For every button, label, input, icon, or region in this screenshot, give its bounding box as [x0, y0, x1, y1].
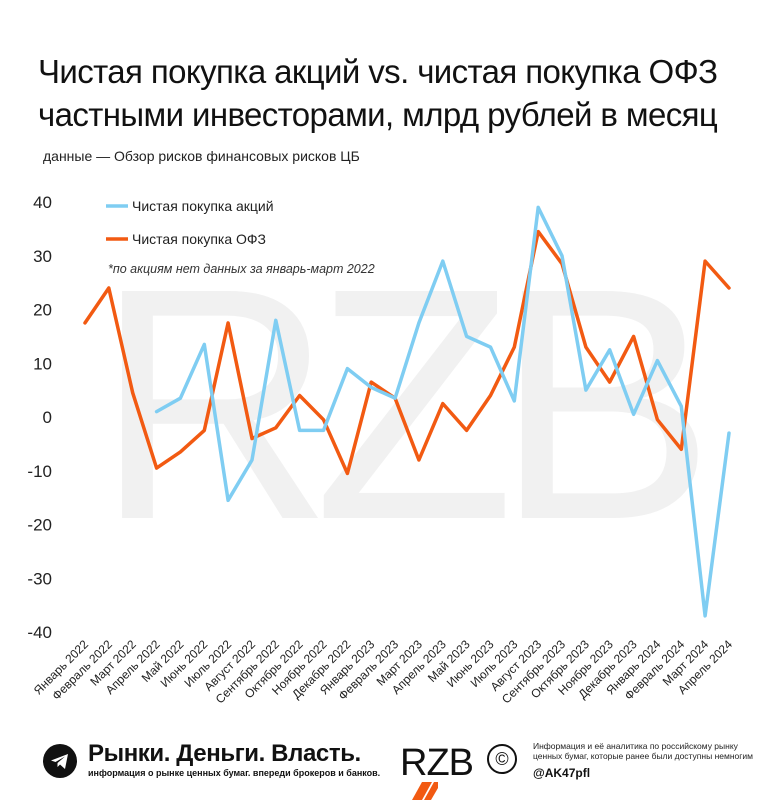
telegram-handle[interactable]: @AK47pfl [533, 766, 591, 780]
chart-annotation: *по акциям нет данных за январь-март 202… [108, 262, 375, 276]
title-line-2: частными инвесторами, млрд рублей в меся… [38, 96, 718, 133]
y-tick-label: -20 [27, 516, 52, 535]
line-chart: RZB 40 30 20 10 0 -10 -20 -30 -40 Январь 2022Фев… [27, 193, 735, 706]
chart-title: Чистая покупка акций vs. чистая покупка … [38, 50, 758, 136]
legend-label: Чистая покупка акций [132, 198, 274, 214]
footer-info: Информация и её аналитика по российскому… [533, 741, 753, 761]
series-line [83, 229, 731, 476]
series-line [154, 205, 731, 618]
telegram-icon[interactable] [43, 744, 77, 778]
legend-label: Чистая покупка ОФЗ [132, 231, 266, 247]
title-line-1: Чистая покупка акций vs. чистая покупка … [38, 53, 718, 90]
brand-name[interactable]: Рынки. Деньги. Власть. [88, 740, 361, 767]
y-tick-label: -40 [27, 623, 52, 642]
legend: Чистая покупка акций Чистая покупка ОФЗ *п… [106, 198, 375, 276]
rzb-logo: RZB [400, 742, 474, 784]
y-axis: 40 30 20 10 0 -10 -20 -30 -40 [27, 193, 52, 642]
y-tick-label: 10 [33, 354, 52, 373]
chart-subtitle: данные — Обзор рисков финансовых рисков … [43, 148, 360, 164]
y-tick-label: -30 [27, 569, 52, 588]
y-tick-label: -10 [27, 462, 52, 481]
rzb-logo-mark [412, 782, 438, 800]
series-layer [83, 205, 731, 618]
rzb-watermark: RZB [95, 219, 721, 588]
y-tick-label: 40 [33, 193, 52, 212]
y-tick-label: 30 [33, 247, 52, 266]
watermark-text: RZB [95, 219, 701, 588]
copyright-icon: © [487, 744, 517, 774]
brand-tagline: информация о рынке ценных бумаг. впереди… [88, 768, 381, 778]
y-tick-label: 20 [33, 301, 52, 320]
y-tick-label: 0 [43, 408, 52, 427]
